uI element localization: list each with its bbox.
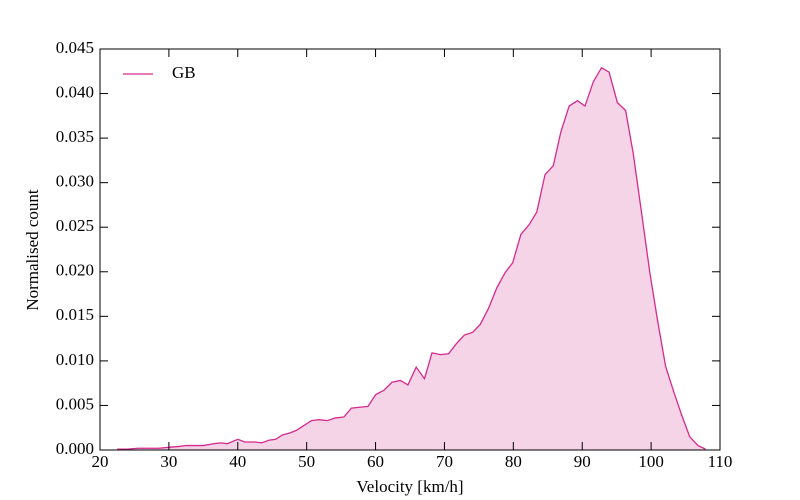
legend-label: GB [172, 63, 196, 82]
plot-frame [99, 48, 721, 451]
x-axis-label: Velocity [km/h] [356, 477, 463, 496]
y-tick-label: 0.020 [56, 261, 94, 280]
line [117, 66, 706, 450]
y-axis-label: Normalised count [23, 189, 42, 311]
y-tick-label: 0.045 [56, 38, 94, 57]
y-tick-label: 0.040 [56, 82, 94, 101]
x-tick-label: 110 [708, 452, 733, 471]
x-tick-label: 40 [229, 452, 246, 471]
y-tick-label: 0.035 [56, 127, 94, 146]
y-tick-label: 0.010 [56, 350, 94, 369]
y-tick-label: 0.025 [56, 216, 94, 235]
x-tick-label: 80 [505, 452, 522, 471]
x-tick-label: 60 [367, 452, 384, 471]
x-tick-label: 100 [638, 452, 664, 471]
x-tick-label: 50 [298, 452, 315, 471]
x-tick-label: 70 [436, 452, 453, 471]
x-tick-label: 30 [160, 452, 177, 471]
area-fill [117, 67, 706, 451]
y-tick-label: 0.000 [56, 439, 94, 458]
y-tick-label: 0.015 [56, 305, 94, 324]
x-tick-label: 90 [574, 452, 591, 471]
x-tick-label: 20 [92, 452, 109, 471]
y-tick-label: 0.030 [56, 172, 94, 191]
y-tick-label: 0.005 [56, 394, 94, 413]
